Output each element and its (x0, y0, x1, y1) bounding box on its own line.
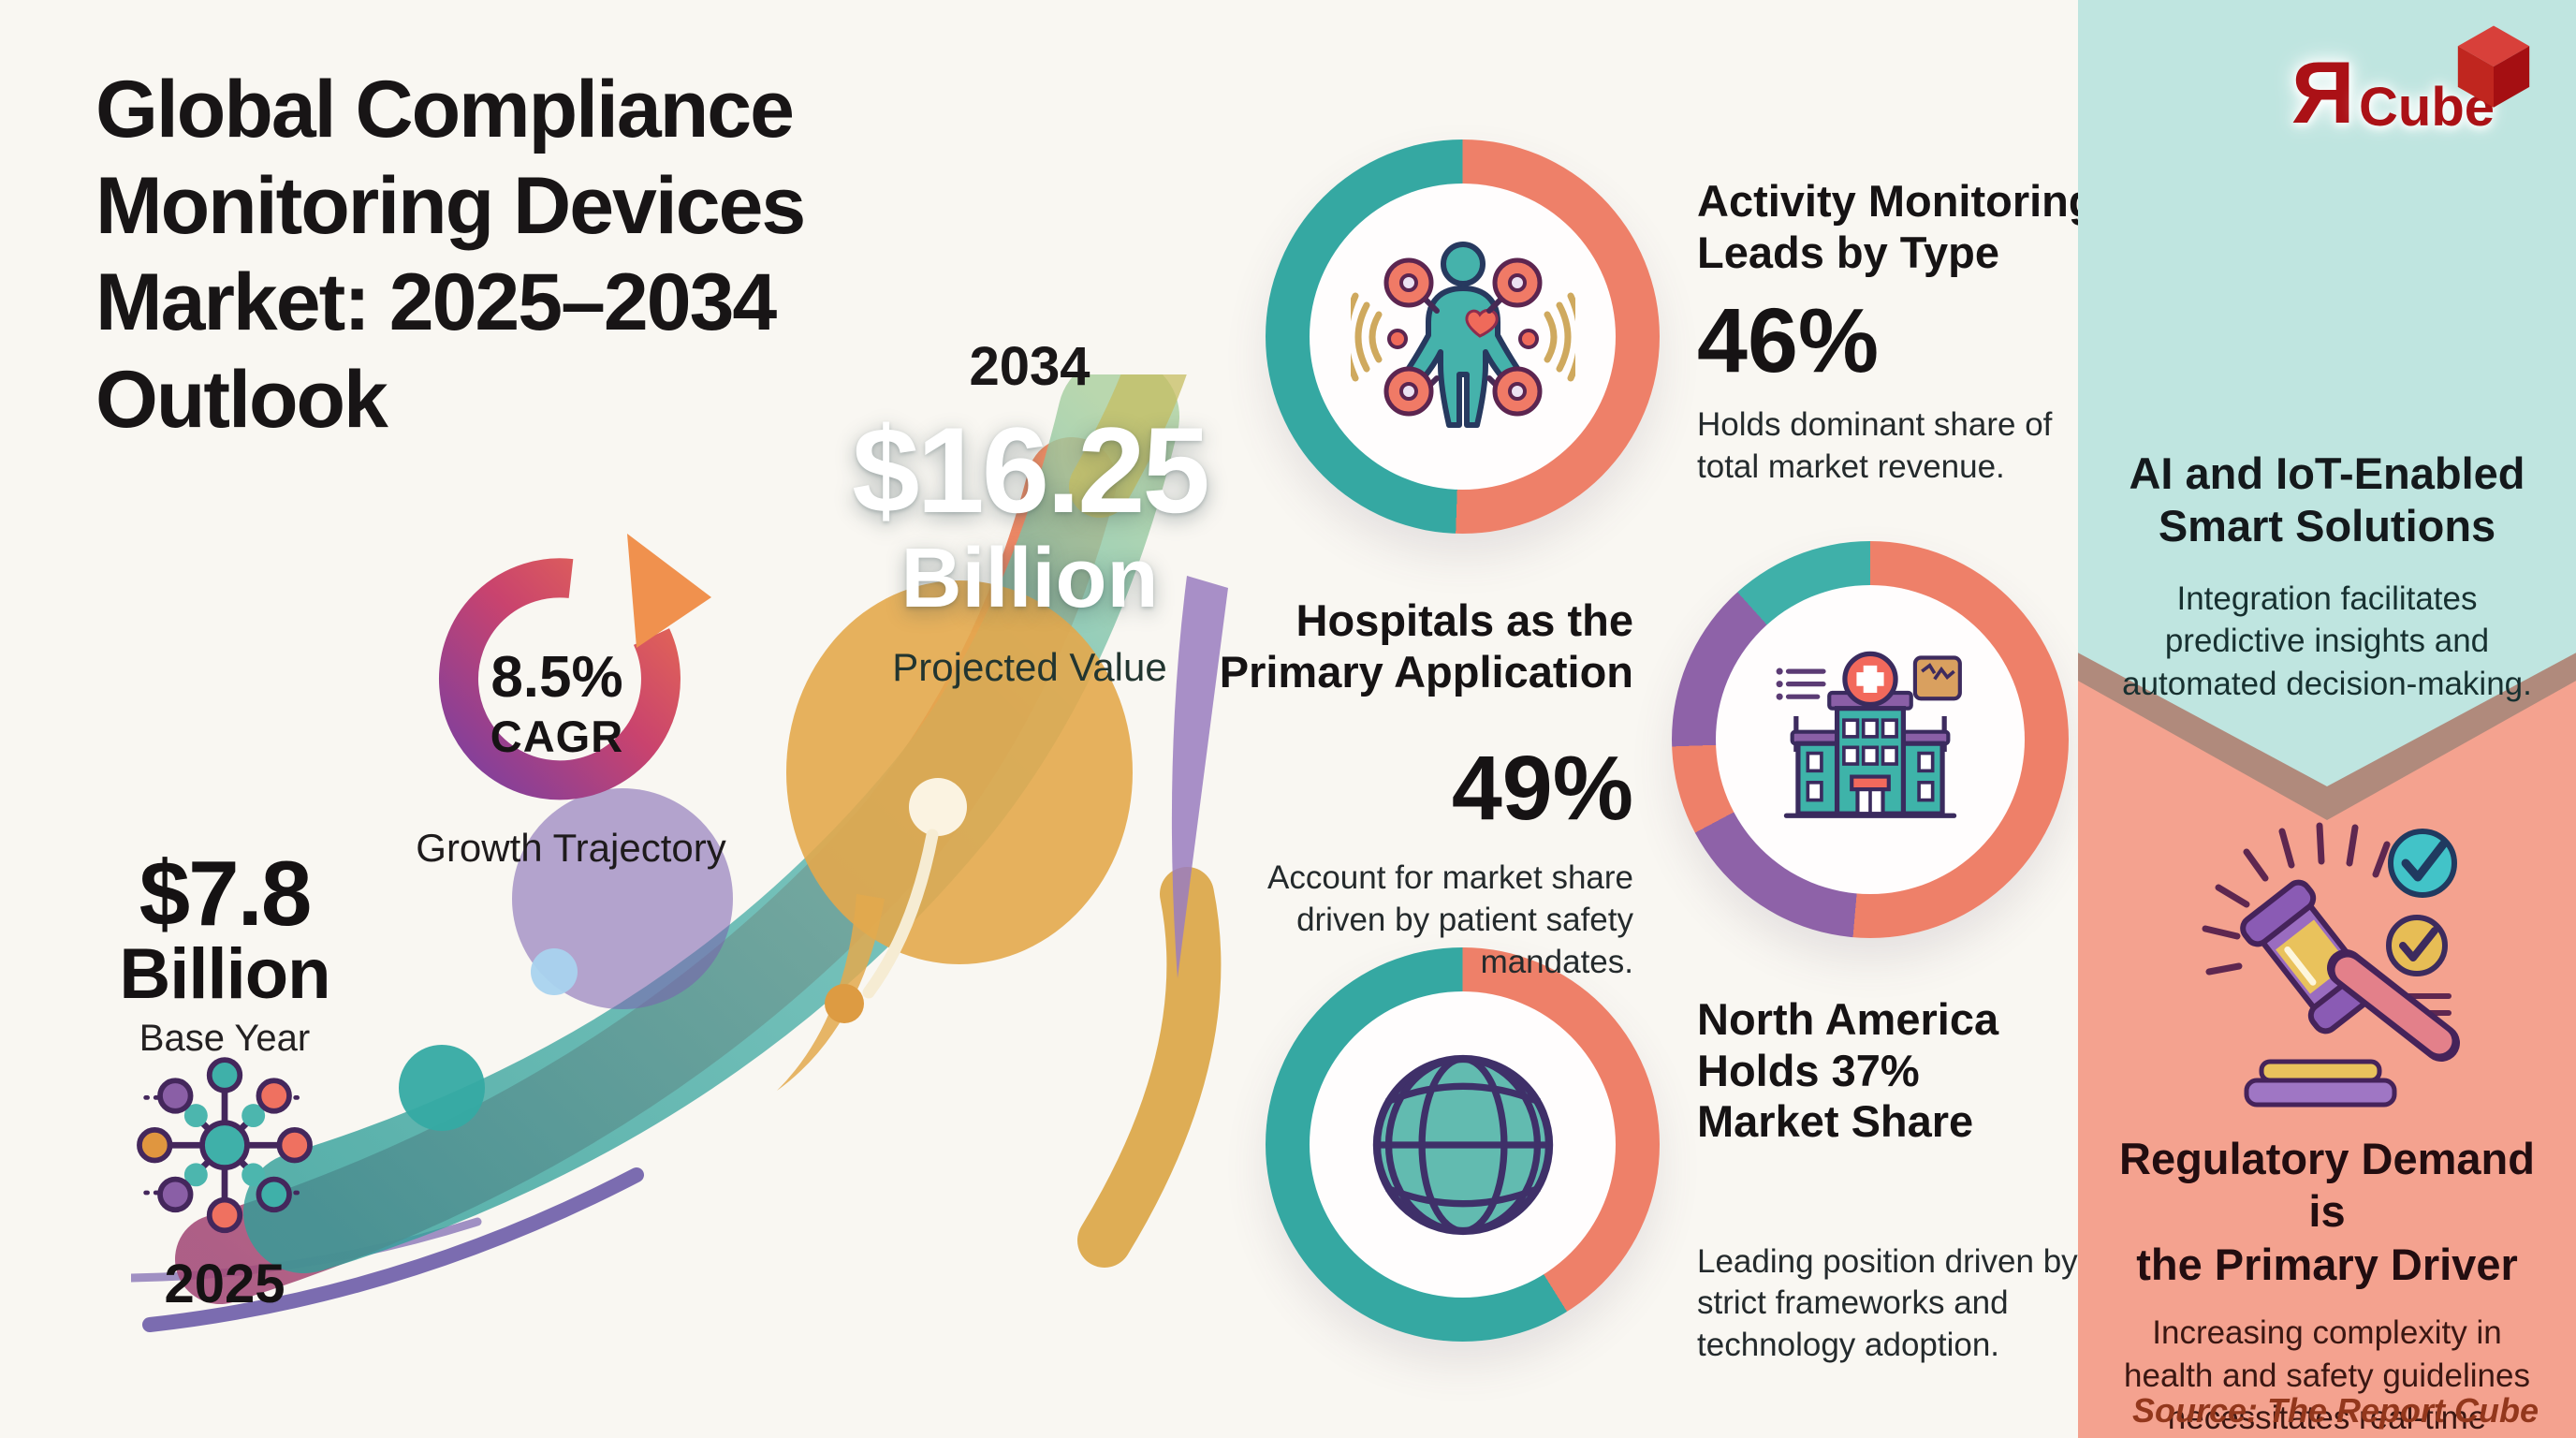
base-year-label: Base Year (139, 1018, 311, 1059)
cube-logo-icon (2457, 25, 2530, 108)
page-title-line: Outlook (95, 354, 388, 445)
page-title-line: Monitoring Devices (95, 161, 806, 252)
projection-year: 2034 (969, 336, 1090, 397)
stat-value: 49% (1451, 737, 1633, 840)
activity-monitoring-text: Activity Monitoring Leads by Type 46% Ho… (1697, 176, 2137, 489)
hospital-icon (1776, 651, 1962, 818)
brand-logo-mark: Я (2291, 43, 2355, 141)
page-title: Global Compliance Monitoring Devices Mar… (95, 62, 938, 448)
cagr-value: 8.5% (490, 645, 623, 710)
stat-title: Activity Monitoring Leads by Type (1697, 176, 2096, 277)
north-america-ring (1266, 947, 1660, 1342)
stat-value: 46% (1697, 289, 1880, 392)
page-title-line: Global Compliance (95, 65, 795, 154)
hospitals-text: Hospitals as the Primary Application 49%… (1179, 595, 1633, 983)
cagr-group: 8.5% CAGR (426, 644, 688, 762)
base-year-value: $7.8 (139, 842, 313, 945)
projection-group: 2034 $16.25 Billion Projected Value (796, 335, 1264, 690)
globe-icon (1372, 1054, 1553, 1235)
ai-iot-title: AI and IoT-Enabled Smart Solutions (2129, 448, 2525, 551)
hospitals-ring (1672, 541, 2069, 938)
gavel-icon (2202, 822, 2460, 1108)
base-year-year: 2025 (164, 1254, 285, 1314)
projection-label: Projected Value (892, 645, 1167, 689)
base-year-group: $7.8 Billion Base Year (80, 847, 370, 1060)
regulatory-description: Increasing complexity in health and safe… (2124, 1314, 2530, 1437)
stat-description: Holds dominant share of total market rev… (1697, 406, 2053, 485)
stat-description: Leading position driven by strict framew… (1697, 1242, 2078, 1364)
hospitals-circle (1716, 585, 2025, 894)
sidebar-mint-panel (2078, 0, 2576, 786)
stat-title: North America Holds 37% Market Share (1697, 994, 1999, 1147)
growth-trajectory-caption: Growth Trajectory (416, 826, 726, 870)
page-title-line: Market: 2025–2034 (95, 257, 777, 348)
north-america-circle (1310, 991, 1616, 1298)
ai-iot-description: Integration facilitates predictive insig… (2122, 580, 2532, 702)
north-america-text: North America Holds 37% Market Share Lea… (1697, 994, 2137, 1367)
base-year-unit: Billion (119, 934, 330, 1014)
growth-swoosh-graphic (131, 374, 1228, 1332)
network-icon (137, 1057, 313, 1234)
activity-monitoring-circle (1310, 183, 1616, 490)
source-credit: Source: The Report Cube (2131, 1391, 2539, 1430)
sidebar: Я Cube AI and IoT-Enabled Smart Solution… (2078, 0, 2576, 1438)
stat-title: Hospitals as the Primary Application (1219, 595, 1633, 697)
person-monitoring-icon (1350, 241, 1575, 428)
stat-description: Account for market share driven by patie… (1267, 859, 1633, 980)
projection-unit: Billion (900, 532, 1159, 625)
activity-monitoring-ring (1266, 139, 1660, 534)
regulatory-block: Regulatory Demand is the Primary Driver … (2108, 1133, 2546, 1438)
cagr-circular-arrow-icon (438, 534, 711, 800)
regulatory-title: Regulatory Demand is the Primary Driver (2119, 1134, 2535, 1289)
ai-iot-block: AI and IoT-Enabled Smart Solutions Integ… (2108, 448, 2546, 705)
projection-value: $16.25 (852, 402, 1210, 538)
cagr-label: CAGR (490, 712, 624, 761)
